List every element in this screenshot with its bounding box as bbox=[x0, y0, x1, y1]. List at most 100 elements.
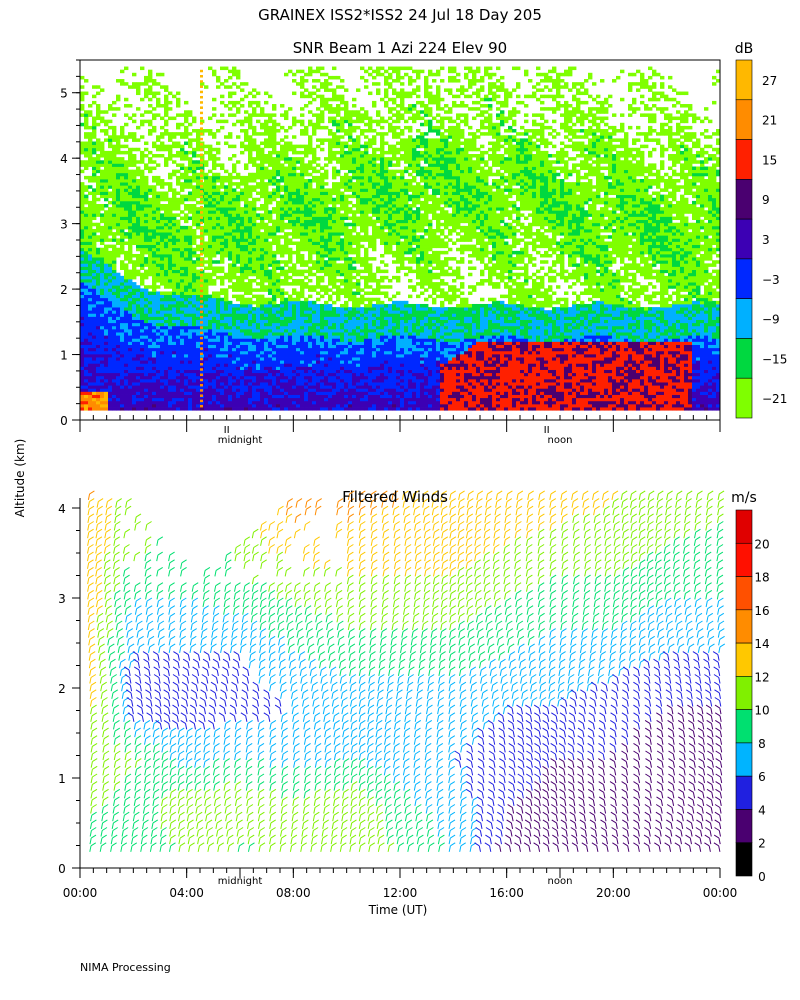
wind-barb-flag bbox=[351, 667, 356, 670]
wind-barb-flag bbox=[342, 682, 347, 685]
wind-barb-flag bbox=[516, 575, 521, 578]
wind-barb-flag bbox=[451, 613, 456, 616]
wind-barb bbox=[302, 823, 303, 829]
wind-barb bbox=[437, 754, 438, 760]
wind-barb bbox=[204, 578, 205, 584]
wind-barb-flag bbox=[187, 759, 192, 762]
wind-barb bbox=[428, 846, 429, 852]
snr-colorbar-tick-label: 9 bbox=[762, 193, 770, 207]
wind-barb bbox=[522, 716, 523, 722]
wind-barb-flag bbox=[215, 751, 220, 754]
wind-barb-flag bbox=[610, 782, 615, 785]
wind-barb-flag bbox=[188, 774, 193, 777]
wind-barb-flag bbox=[588, 736, 593, 739]
wind-barb-flag bbox=[610, 720, 615, 723]
wind-barb bbox=[504, 540, 505, 546]
wind-barb bbox=[260, 632, 261, 638]
wind-barb bbox=[145, 739, 146, 745]
wind-barb-flag bbox=[110, 644, 115, 647]
wind-barb bbox=[597, 846, 598, 852]
wind-barb-flag bbox=[171, 766, 176, 769]
wind-barb bbox=[449, 670, 450, 676]
wind-barb bbox=[157, 570, 158, 576]
wind-barb bbox=[187, 678, 188, 684]
wind-barb-flag bbox=[496, 506, 501, 509]
wind-barb bbox=[615, 785, 616, 791]
wind-barb bbox=[512, 808, 513, 814]
wind-barb bbox=[114, 739, 115, 745]
wind-barb-flag bbox=[171, 797, 176, 800]
wind-barb-flag bbox=[155, 690, 160, 693]
wind-barb-flag bbox=[147, 583, 152, 586]
wind-barb-flag bbox=[382, 636, 387, 639]
wind-barb-flag bbox=[511, 659, 516, 662]
wind-barb-flag bbox=[325, 720, 330, 723]
wind-barb-flag bbox=[614, 606, 619, 609]
wind-barb-flag bbox=[561, 636, 566, 639]
wind-barb-flag bbox=[405, 782, 410, 785]
wind-barb-flag bbox=[212, 636, 217, 639]
wind-barb bbox=[593, 792, 594, 798]
wind-barb-flag bbox=[426, 759, 431, 762]
wind-barb bbox=[450, 548, 451, 554]
wind-barb-flag bbox=[209, 835, 214, 838]
wind-barb-flag bbox=[299, 636, 304, 639]
wind-barb-flag bbox=[370, 828, 375, 831]
wind-barb-flag bbox=[361, 621, 366, 624]
wind-barb-flag bbox=[610, 728, 615, 731]
wind-barb-flag bbox=[335, 728, 340, 731]
wind-barb-flag bbox=[249, 828, 254, 831]
wind-barb-flag bbox=[271, 652, 276, 655]
wind-barb bbox=[105, 586, 106, 592]
wind-barb bbox=[550, 586, 551, 592]
wind-barb-flag bbox=[415, 743, 420, 746]
wind-barb bbox=[427, 815, 428, 821]
wind-barb-flag bbox=[193, 659, 198, 662]
wind-barb-flag bbox=[125, 675, 130, 678]
wind-barb bbox=[383, 532, 384, 538]
wind-barb bbox=[145, 570, 146, 576]
wind-barb bbox=[404, 746, 405, 752]
wind-barb bbox=[383, 555, 384, 561]
snr-colorbar-swatch bbox=[736, 60, 752, 100]
wind-barb-flag bbox=[478, 621, 483, 624]
wind-barb bbox=[617, 678, 618, 684]
wind-barb bbox=[440, 647, 441, 653]
wind-barb-flag bbox=[372, 621, 377, 624]
wind-barb-flag bbox=[572, 843, 577, 846]
wind-barb-flag bbox=[563, 506, 568, 509]
wind-barb-flag bbox=[179, 782, 184, 785]
wind-barb bbox=[631, 616, 632, 622]
wind-barb bbox=[197, 831, 198, 837]
wind-barb-flag bbox=[155, 759, 160, 762]
wind-barb-flag bbox=[98, 606, 103, 609]
wind-barb-flag bbox=[426, 552, 431, 555]
wind-barb-flag bbox=[467, 552, 472, 555]
wind-barb bbox=[331, 838, 332, 844]
wind-barb-flag bbox=[562, 613, 567, 616]
wind-barb bbox=[123, 555, 124, 561]
wind-barb bbox=[437, 808, 438, 814]
wind-barb bbox=[359, 716, 360, 722]
wind-barb bbox=[96, 525, 97, 531]
wind-barb bbox=[195, 785, 196, 791]
wind-barb bbox=[103, 769, 104, 775]
wind-barb bbox=[547, 754, 548, 760]
wind-barb bbox=[268, 693, 269, 699]
wind-barb bbox=[314, 570, 315, 576]
wind-barb bbox=[394, 540, 395, 546]
wind-barb-flag bbox=[245, 545, 250, 548]
wind-barb-flag bbox=[315, 583, 320, 586]
wind-barb bbox=[347, 578, 348, 584]
wind-barb bbox=[378, 838, 379, 844]
wind-barb-flag bbox=[352, 690, 357, 693]
wind-barb-flag bbox=[353, 743, 358, 746]
wind-barb bbox=[522, 701, 523, 707]
wind-barb bbox=[158, 616, 159, 622]
wind-barb bbox=[351, 723, 352, 729]
wind-barb-flag bbox=[106, 537, 111, 540]
wind-barb-flag bbox=[384, 545, 389, 548]
wind-barb-flag bbox=[427, 782, 432, 785]
wind-barb bbox=[530, 670, 531, 676]
wind-barb bbox=[351, 808, 352, 814]
